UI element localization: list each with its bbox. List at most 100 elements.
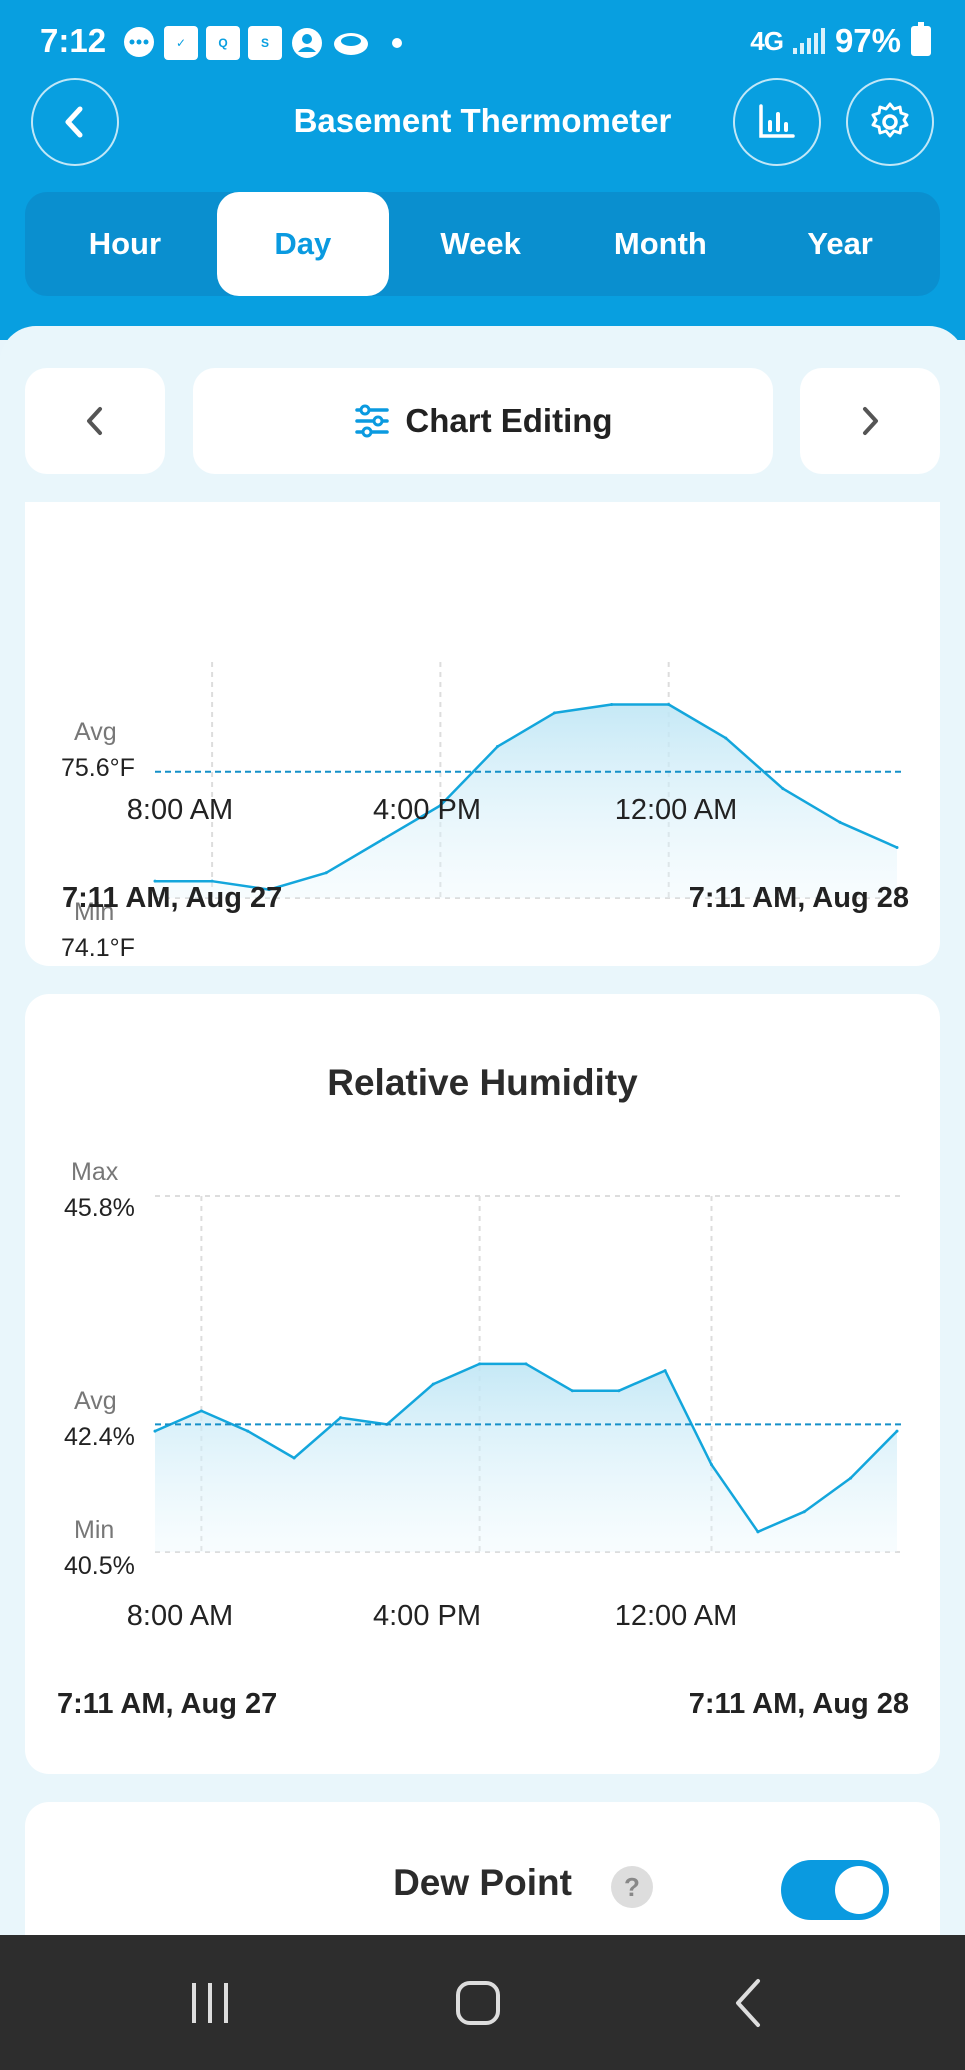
- data-point: [339, 1416, 342, 1420]
- data-point: [438, 803, 442, 807]
- calendar-icon: ✓: [164, 26, 198, 60]
- temp-range-start: 7:11 AM, Aug 27: [62, 882, 283, 914]
- data-point: [210, 879, 214, 883]
- data-point: [246, 1429, 250, 1433]
- notification-dot: [392, 38, 402, 48]
- hum-max-value: 45.8%: [64, 1194, 135, 1222]
- humidity-chart: [153, 1195, 901, 1553]
- next-period-button[interactable]: [800, 368, 940, 474]
- sliders-icon: [355, 404, 390, 438]
- data-point: [292, 1456, 296, 1460]
- data-point: [478, 1362, 482, 1366]
- status-right: 4G 97%: [750, 22, 931, 60]
- temp-tick-label: 4:00 PM: [373, 794, 481, 826]
- data-point: [199, 1409, 203, 1413]
- previous-period-button[interactable]: [25, 368, 165, 474]
- data-point: [524, 1362, 528, 1366]
- temperature-card: Avg 75.6°F Min 74.1°F: [25, 502, 940, 966]
- dew-point-title: Dew Point: [393, 1862, 572, 1903]
- notification-icons: ✓ Q S: [122, 26, 402, 60]
- chevron-left-icon: [65, 106, 83, 138]
- back-arrow-icon: [736, 1978, 760, 2027]
- recent-apps-button[interactable]: [130, 1935, 290, 2070]
- hum-range-end: 7:11 AM, Aug 28: [688, 1688, 909, 1720]
- message-icon: [124, 27, 154, 57]
- period-tabs: Hour Day Week Month Year: [25, 192, 940, 296]
- data-point: [495, 745, 499, 749]
- battery-percent: 97%: [834, 22, 901, 59]
- status-time: 7:12: [40, 22, 107, 59]
- hum-min-value: 40.5%: [64, 1552, 135, 1580]
- hum-tick-label: 4:00 PM: [373, 1600, 481, 1632]
- data-point: [570, 1389, 574, 1393]
- temp-range-end: 7:11 AM, Aug 28: [688, 882, 909, 914]
- temp-min-label: Min: [74, 898, 115, 926]
- data-point: [781, 787, 785, 791]
- app-header: 7:12 ✓ Q S 4G 97% Basement Thermometer H…: [0, 0, 965, 340]
- signal-icon: [792, 28, 825, 54]
- data-point: [667, 702, 671, 706]
- series-area: [155, 1363, 897, 1552]
- hum-tick-label: 8:00 AM: [126, 1600, 234, 1632]
- data-point: [324, 871, 328, 875]
- hum-tick-label: 12:00 AM: [614, 1600, 738, 1632]
- data-point: [838, 820, 842, 824]
- chart-editing-button[interactable]: Chart Editing: [193, 368, 773, 474]
- data-point: [849, 1476, 853, 1480]
- data-point: [153, 879, 157, 883]
- page-title: Basement Thermometer: [293, 102, 672, 139]
- data-point: [553, 711, 557, 715]
- data-point: [756, 1530, 760, 1534]
- temp-min-value: 74.1°F: [61, 934, 135, 962]
- data-point: [431, 1382, 435, 1386]
- gear-icon: [871, 102, 909, 138]
- temp-tick-label: 8:00 AM: [126, 794, 234, 826]
- data-point: [617, 1389, 621, 1393]
- temperature-chart: [153, 662, 901, 899]
- battery-icon: [911, 22, 931, 56]
- series-area: [155, 704, 897, 898]
- data-point: [610, 702, 614, 706]
- system-nav-bar: [0, 1935, 965, 2070]
- schwab-icon: S: [248, 26, 282, 60]
- data-point: [267, 888, 271, 892]
- data-point: [802, 1510, 806, 1514]
- data-point: [895, 1429, 899, 1433]
- temp-avg-value: 75.6°F: [61, 754, 135, 782]
- tab-month[interactable]: Month: [613, 226, 707, 261]
- data-point: [895, 846, 899, 850]
- bar-chart-icon: [759, 104, 795, 138]
- settings-button[interactable]: [846, 78, 934, 166]
- system-back-button[interactable]: [668, 1935, 828, 2070]
- home-icon: [456, 1980, 500, 2025]
- recent-apps-icon: [192, 1982, 228, 2023]
- data-point: [663, 1369, 667, 1373]
- home-button[interactable]: [398, 1935, 558, 2070]
- cloud-icon: [334, 33, 368, 55]
- data-point: [710, 1463, 713, 1467]
- hum-range-start: 7:11 AM, Aug 27: [57, 1688, 278, 1720]
- tab-week[interactable]: Week: [440, 226, 521, 261]
- help-icon[interactable]: ?: [611, 1866, 653, 1908]
- tab-year[interactable]: Year: [807, 226, 873, 261]
- back-button[interactable]: [31, 78, 119, 166]
- temp-tick-label: 12:00 AM: [614, 794, 738, 826]
- status-bar: 7:12 ✓ Q S 4G 97%: [0, 0, 965, 90]
- chevron-left-icon: [87, 407, 102, 435]
- data-point: [724, 736, 728, 740]
- hum-avg-value: 42.4%: [64, 1423, 135, 1451]
- myq-icon: Q: [206, 26, 240, 60]
- chevron-right-icon: [863, 407, 878, 435]
- humidity-title: Relative Humidity: [327, 1062, 638, 1103]
- hum-min-label: Min: [74, 1516, 115, 1544]
- stats-button[interactable]: [733, 78, 821, 166]
- temp-avg-label: Avg: [74, 718, 117, 746]
- tab-day[interactable]: Day: [216, 192, 389, 296]
- dew-point-toggle[interactable]: [781, 1860, 889, 1920]
- tab-hour[interactable]: Hour: [88, 226, 162, 261]
- content-sheet: Avg 75.6°F Min 74.1°F Chart Editing 8:00…: [0, 326, 965, 1962]
- data-point: [381, 837, 385, 841]
- network-type: 4G: [750, 25, 784, 56]
- chart-nav-row: Chart Editing: [25, 368, 940, 474]
- chart-editing-label: Chart Editing: [405, 402, 613, 439]
